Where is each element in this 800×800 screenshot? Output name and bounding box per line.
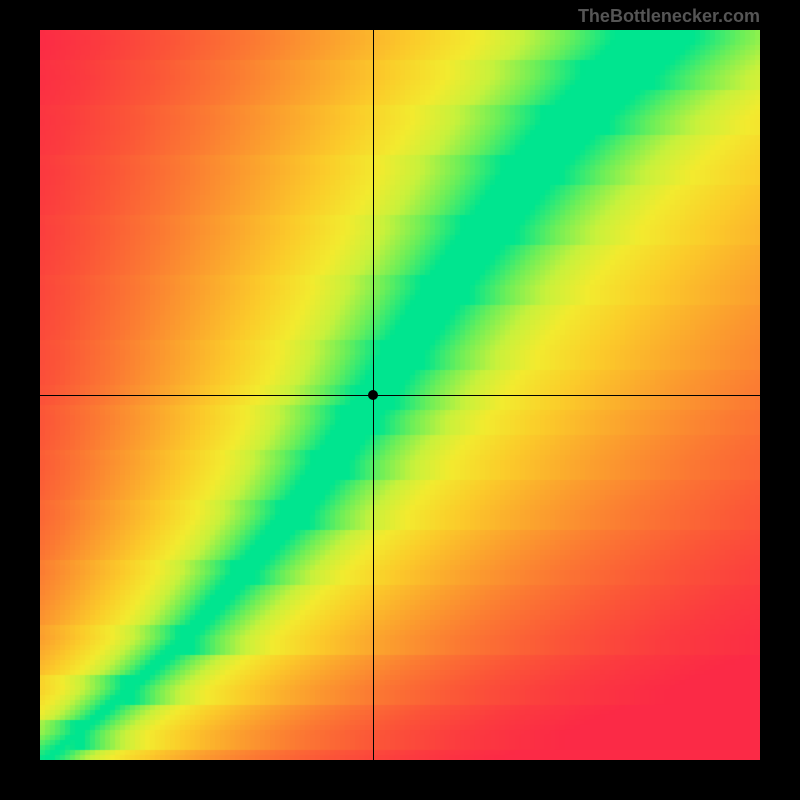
watermark-text: TheBottlenecker.com bbox=[578, 6, 760, 27]
heatmap-plot bbox=[40, 30, 760, 760]
crosshair-marker bbox=[368, 390, 378, 400]
crosshair-horizontal bbox=[40, 395, 760, 396]
